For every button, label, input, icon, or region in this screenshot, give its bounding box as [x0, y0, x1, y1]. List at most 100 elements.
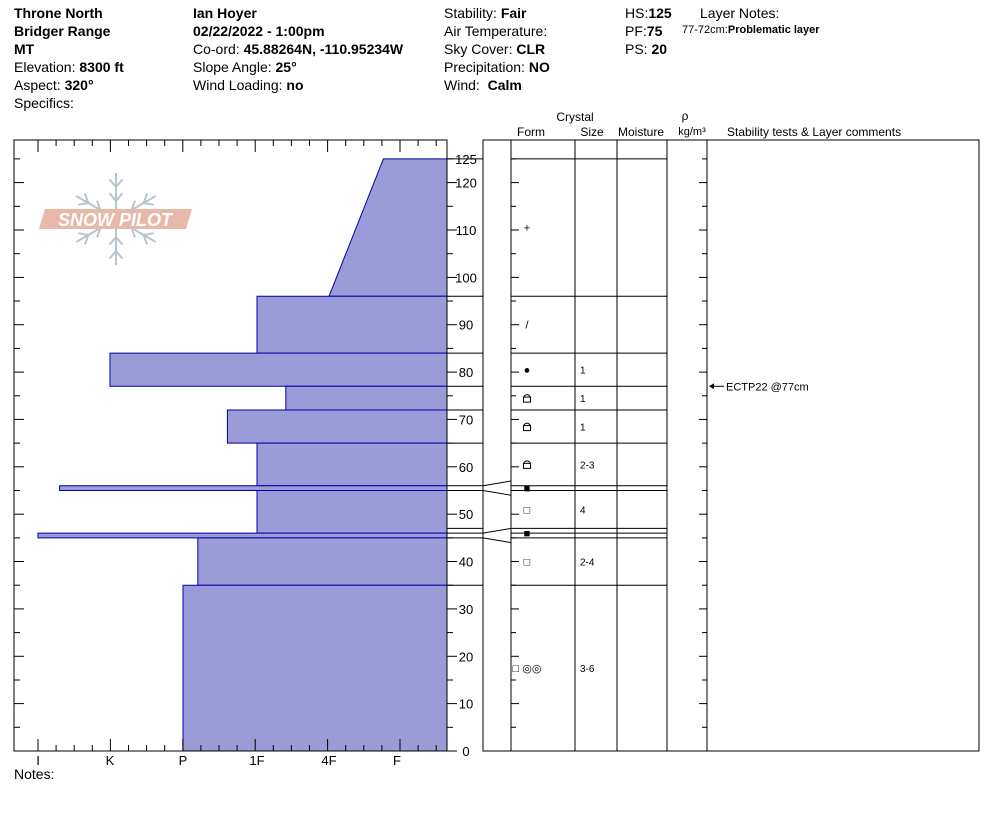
layer-notes-label: Layer Notes:	[700, 5, 780, 21]
sky-value: CLR	[516, 41, 546, 57]
boundary-fan-line	[482, 527, 512, 534]
hardness-axis-ticks	[14, 140, 457, 752]
wind-value: Calm	[487, 77, 522, 93]
aspect-row: Aspect: 320°	[14, 77, 94, 93]
size-header: Size	[580, 125, 604, 139]
form-symbol: □ ◎◎	[513, 663, 542, 675]
air-temp-row: Air Temperature:	[444, 23, 548, 39]
logo-flake-branch	[78, 202, 89, 206]
stability-test-arrowhead	[709, 383, 714, 390]
form-symbol-cap	[523, 422, 531, 426]
hardness-layer	[59, 485, 448, 491]
layer-table: + / ● 1 1 1 2-3 ■ □ 4 ■ □ 2-4 □ ◎◎ 3-6 ECTP22 @77cm	[447, 139, 980, 752]
hardness-tick-label: P	[179, 753, 188, 768]
pf-value: 75	[646, 23, 663, 39]
hardness-layer	[197, 537, 448, 586]
crystal-size: 2-3	[580, 460, 595, 471]
hs-value: 125	[648, 5, 672, 21]
logo-flake-branch	[96, 200, 102, 211]
observation-datetime: 02/22/2022 - 1:00pm	[193, 23, 325, 39]
location-name: Throne North	[14, 5, 103, 21]
depth-tick-label: 90	[459, 318, 473, 333]
form-symbol-cap	[523, 460, 531, 464]
slope-value: 25°	[275, 59, 297, 75]
table-frame	[482, 139, 980, 752]
logo-flake-branch	[108, 178, 117, 188]
range-name: Bridger Range	[14, 23, 111, 39]
logo-flake-branch	[108, 250, 117, 260]
boundary-fan-line	[482, 480, 512, 487]
form-symbol: □	[524, 504, 531, 516]
logo-flake-branch	[83, 234, 90, 245]
stability-tests-header: Stability tests & Layer comments	[727, 125, 901, 139]
hardness-tick-label: K	[106, 753, 115, 768]
sky-row: Sky Cover: CLR	[444, 41, 546, 57]
form-symbol-faceted-rounded	[523, 425, 531, 432]
hardness-plot-frame	[13, 139, 448, 752]
form-symbol: /	[525, 320, 529, 332]
form-symbol: ●	[524, 365, 531, 377]
coord-value: 45.88264N, -110.95234W	[243, 41, 404, 57]
wind-loading-row: Wind Loading: no	[193, 77, 304, 93]
crystal-size: 4	[580, 505, 586, 516]
header-conditions-block: Stability: Fair Air Temperature: Sky Cov…	[444, 4, 550, 94]
logo-text: SNOW PILOT	[58, 210, 174, 230]
logo-banner	[39, 209, 192, 229]
wind-loading-value: no	[286, 77, 304, 93]
form-symbol: □	[524, 557, 531, 569]
crystal-size: 3-6	[580, 664, 595, 675]
form-symbol-faceted-rounded	[523, 396, 531, 403]
stability-value: Fair	[500, 5, 527, 21]
logo-flake-branch	[143, 202, 154, 206]
logo-flake-branch	[96, 227, 102, 238]
hardness-axis-labels: I K P 1F 4F F	[36, 753, 401, 768]
wind-row: Wind: Calm	[444, 77, 522, 93]
logo-flake-branch	[143, 232, 154, 236]
form-symbol: ■	[524, 528, 531, 540]
hardness-layer	[256, 295, 448, 354]
hs-row: HS:125	[625, 5, 672, 21]
form-symbol: +	[524, 223, 530, 235]
hardness-tick-label: I	[36, 753, 40, 768]
slope-row: Slope Angle: 25°	[193, 59, 297, 75]
depth-tick-label: 40	[459, 555, 473, 570]
hardness-layer	[182, 584, 448, 752]
boundary-fan-line	[482, 537, 512, 544]
stability-row: Stability: Fair	[444, 5, 527, 21]
hardness-tick-label: 4F	[321, 753, 336, 768]
logo-flake-branch	[115, 192, 124, 202]
hardness-layer	[109, 352, 448, 387]
ps-row: PS: 20	[625, 41, 668, 57]
logo-flake-branch	[142, 193, 149, 204]
logo-flake-branch	[142, 234, 149, 245]
crystal-size: 1	[580, 366, 586, 377]
pf-row: PF:75	[625, 23, 663, 39]
depth-tick-label: 10	[459, 697, 473, 712]
logo-flake-branch	[115, 250, 124, 260]
depth-tick-label: 100	[455, 270, 477, 285]
depth-tick-label: 60	[459, 460, 473, 475]
form-symbol: ■	[524, 483, 531, 495]
logo-flake-branch	[130, 200, 136, 211]
hardness-profile	[37, 158, 448, 752]
logo-flake-branch	[108, 192, 117, 202]
hardness-layer	[37, 532, 448, 539]
hardness-layer	[226, 409, 448, 444]
hardness-layer	[256, 490, 448, 534]
depth-tick-label: 70	[459, 412, 473, 427]
logo-flake-branch	[115, 236, 124, 246]
precip-row: Precipitation: NO	[444, 59, 550, 75]
coord-row: Co-ord: 45.88264N, -110.95234W	[193, 41, 404, 57]
logo-flake-branch	[115, 178, 124, 188]
depth-tick-label: 20	[459, 649, 473, 664]
hardness-tick-label: F	[393, 753, 401, 768]
stability-test-label: ECTP22 @77cm	[726, 381, 809, 393]
layer-table-headers: Crystal Form Size Moisture ρ kg/m³ Stabi…	[517, 109, 901, 139]
depth-tick-label: 0	[462, 744, 469, 759]
layer-note-range: 77-72cm:	[682, 24, 728, 36]
crystal-header: Crystal	[556, 110, 593, 124]
logo-flake-branch	[108, 236, 117, 246]
hardness-layer	[256, 442, 448, 487]
